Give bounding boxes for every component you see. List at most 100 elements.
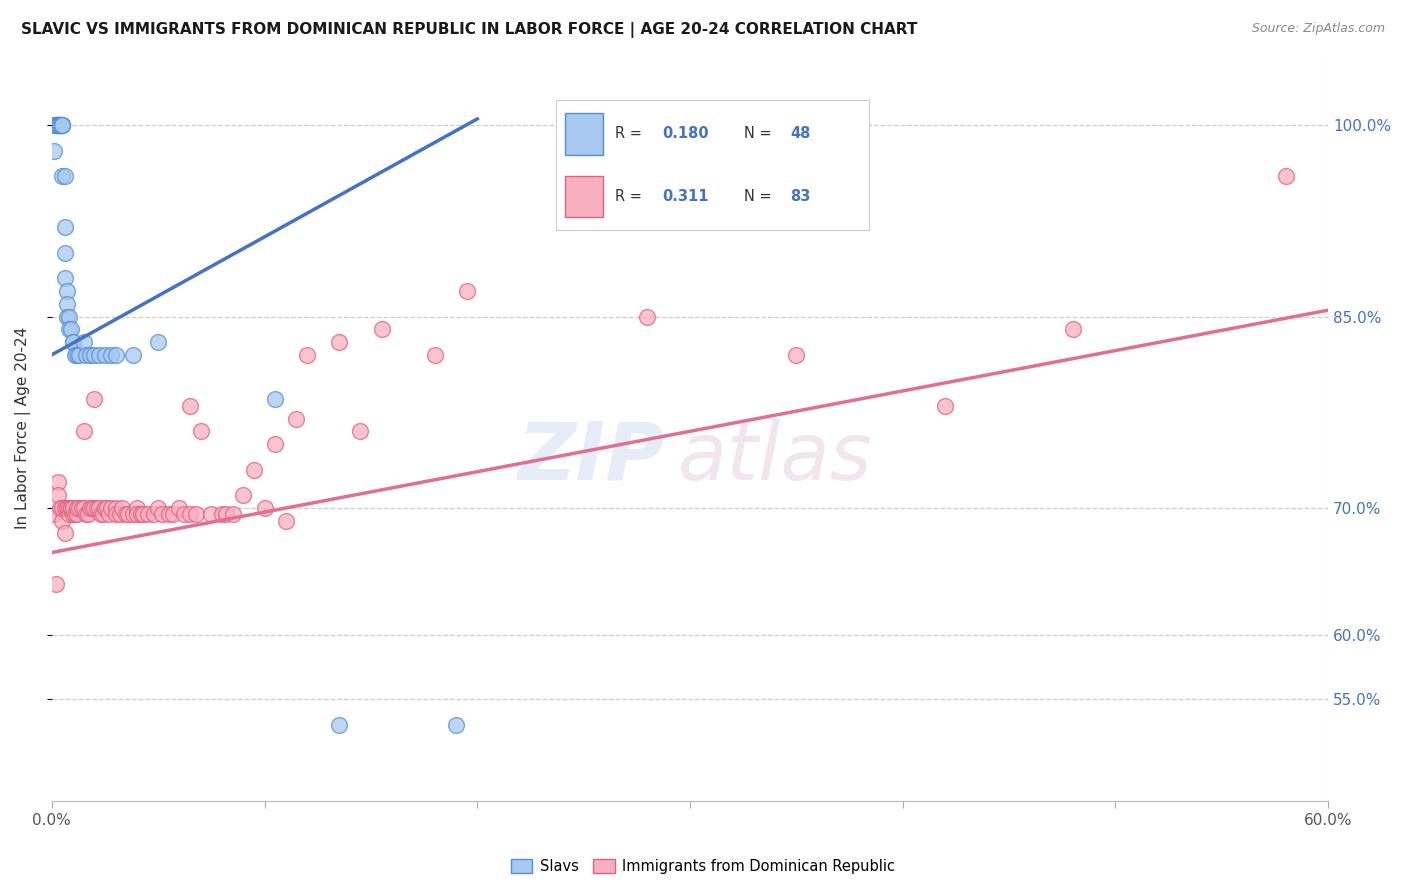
Point xyxy=(108,507,131,521)
Point xyxy=(46,118,69,132)
Point xyxy=(82,500,104,515)
Point xyxy=(211,507,233,521)
Point xyxy=(53,271,76,285)
Point xyxy=(444,717,467,731)
Point xyxy=(115,507,138,521)
Point xyxy=(53,245,76,260)
Point xyxy=(53,169,76,184)
Point xyxy=(121,348,143,362)
Point xyxy=(62,334,84,349)
Point xyxy=(45,577,67,591)
Point xyxy=(42,507,65,521)
Point xyxy=(62,334,84,349)
Point xyxy=(59,500,82,515)
Point xyxy=(46,118,69,132)
Legend: Slavs, Immigrants from Dominican Republic: Slavs, Immigrants from Dominican Republi… xyxy=(505,854,901,880)
Text: SLAVIC VS IMMIGRANTS FROM DOMINICAN REPUBLIC IN LABOR FORCE | AGE 20-24 CORRELAT: SLAVIC VS IMMIGRANTS FROM DOMINICAN REPU… xyxy=(21,22,918,38)
Point xyxy=(73,425,96,439)
Point xyxy=(136,507,159,521)
Point xyxy=(148,334,170,349)
Point xyxy=(274,514,297,528)
Point xyxy=(125,500,148,515)
Point xyxy=(83,500,105,515)
Point xyxy=(51,118,73,132)
Point xyxy=(87,348,110,362)
Point xyxy=(200,507,222,521)
Point xyxy=(62,500,84,515)
Point xyxy=(328,334,350,349)
Point xyxy=(96,500,118,515)
Point xyxy=(45,118,67,132)
Point xyxy=(58,500,80,515)
Point xyxy=(55,500,77,515)
Point xyxy=(94,500,117,515)
Point xyxy=(1274,169,1296,184)
Point xyxy=(55,297,77,311)
Point xyxy=(215,507,238,521)
Point xyxy=(55,500,77,515)
Point xyxy=(121,507,143,521)
Text: ZIP: ZIP xyxy=(517,419,665,497)
Point xyxy=(232,488,254,502)
Point xyxy=(77,507,100,521)
Point xyxy=(51,500,73,515)
Point xyxy=(42,118,65,132)
Point xyxy=(49,118,72,132)
Point xyxy=(162,507,184,521)
Point xyxy=(142,507,165,521)
Point xyxy=(58,310,80,324)
Point xyxy=(73,500,96,515)
Point xyxy=(66,500,89,515)
Point xyxy=(117,507,139,521)
Point xyxy=(53,500,76,515)
Point xyxy=(49,118,72,132)
Y-axis label: In Labor Force | Age 20-24: In Labor Force | Age 20-24 xyxy=(15,327,31,529)
Point xyxy=(58,322,80,336)
Point xyxy=(53,526,76,541)
Point xyxy=(111,500,134,515)
Point xyxy=(45,118,67,132)
Point xyxy=(46,118,69,132)
Point xyxy=(456,284,478,298)
Point xyxy=(104,348,127,362)
Point xyxy=(86,500,108,515)
Point xyxy=(190,425,212,439)
Point xyxy=(75,348,97,362)
Point xyxy=(58,507,80,521)
Point xyxy=(51,118,73,132)
Point xyxy=(785,348,807,362)
Point xyxy=(934,399,956,413)
Point xyxy=(79,348,101,362)
Point xyxy=(69,348,91,362)
Point xyxy=(51,118,73,132)
Point xyxy=(169,500,191,515)
Point xyxy=(423,348,446,362)
Point xyxy=(285,411,308,425)
Point xyxy=(636,310,658,324)
Point xyxy=(55,310,77,324)
Point xyxy=(349,425,371,439)
Point xyxy=(59,322,82,336)
Point xyxy=(69,500,91,515)
Point xyxy=(55,284,77,298)
Point xyxy=(264,392,287,407)
Point xyxy=(51,514,73,528)
Point xyxy=(179,507,201,521)
Point xyxy=(98,507,121,521)
Point xyxy=(62,507,84,521)
Point xyxy=(125,507,148,521)
Point xyxy=(104,507,127,521)
Point xyxy=(100,348,122,362)
Point xyxy=(49,500,72,515)
Point xyxy=(328,717,350,731)
Text: atlas: atlas xyxy=(678,419,872,497)
Point xyxy=(295,348,318,362)
Point xyxy=(157,507,180,521)
Point xyxy=(45,118,67,132)
Point xyxy=(49,118,72,132)
Point xyxy=(221,507,243,521)
Text: Source: ZipAtlas.com: Source: ZipAtlas.com xyxy=(1251,22,1385,36)
Point xyxy=(49,118,72,132)
Point xyxy=(70,500,93,515)
Point xyxy=(370,322,392,336)
